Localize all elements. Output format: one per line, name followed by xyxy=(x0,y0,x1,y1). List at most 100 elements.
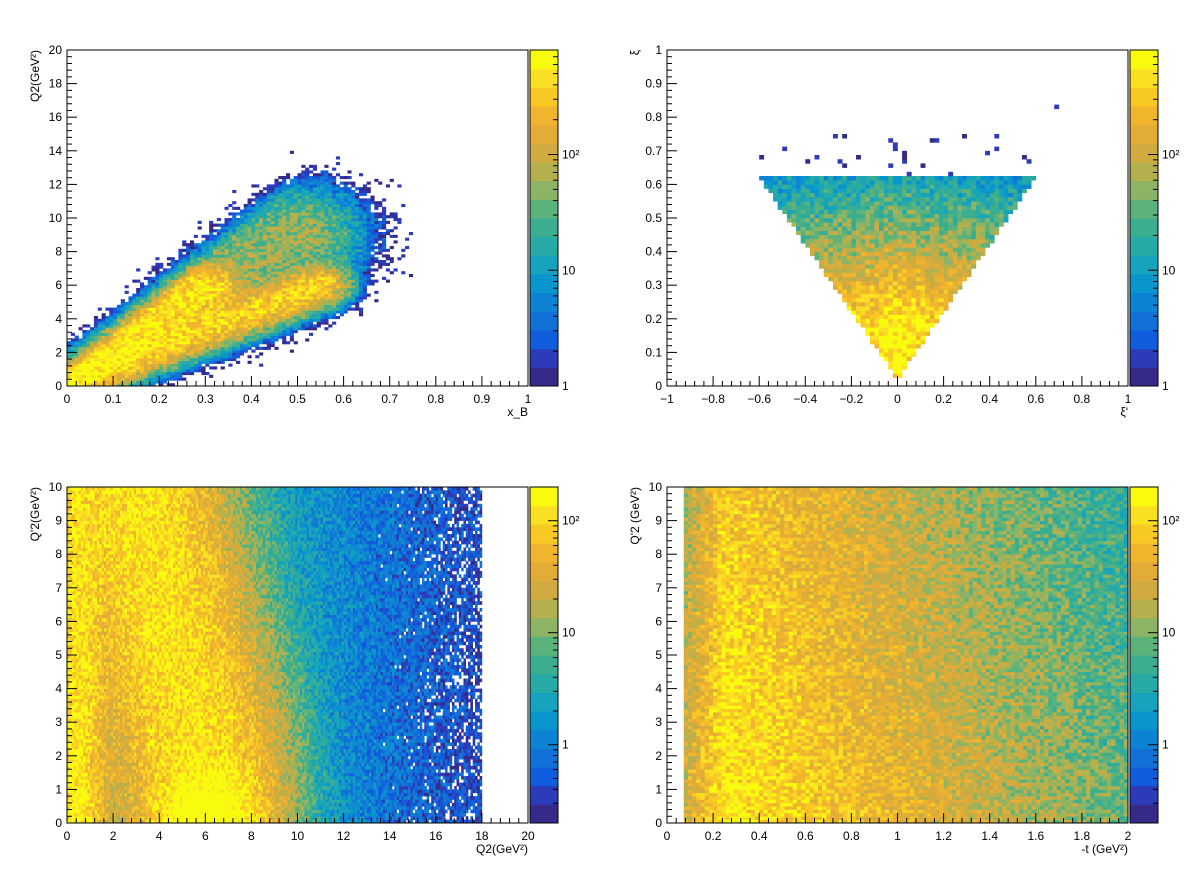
heatmap-cell xyxy=(221,347,225,350)
heatmap-cell xyxy=(121,350,125,353)
heatmap-cell xyxy=(255,327,259,330)
heatmap-cell xyxy=(225,327,229,330)
heatmap-cell xyxy=(205,313,209,316)
heatmap-cell xyxy=(102,347,106,350)
heatmap-cell xyxy=(186,310,190,313)
heatmap-cell xyxy=(213,268,217,271)
heatmap-cell xyxy=(228,341,232,344)
heatmap-cell xyxy=(263,285,267,288)
heatmap-cell xyxy=(282,336,286,339)
heatmap-cell xyxy=(201,243,205,246)
heatmap-cell xyxy=(248,313,252,316)
heatmap-cell xyxy=(175,330,179,333)
heatmap-cell xyxy=(217,291,221,294)
heatmap-cell xyxy=(294,316,298,319)
heatmap-cell xyxy=(317,310,321,313)
heatmap-cell xyxy=(290,201,294,204)
heatmap-cell xyxy=(167,319,171,322)
heatmap-cell xyxy=(144,364,148,367)
heatmap-cell xyxy=(267,260,271,263)
heatmap-cell xyxy=(255,305,259,308)
heatmap-cell xyxy=(321,193,325,196)
heatmap-cell xyxy=(228,226,232,229)
heatmap-cell xyxy=(148,299,152,302)
heatmap-cell xyxy=(294,221,298,224)
heatmap-cell xyxy=(186,243,190,246)
heatmap-cell xyxy=(267,263,271,266)
heatmap-cell xyxy=(317,235,321,238)
heatmap-cell xyxy=(321,198,325,201)
heatmap-cell xyxy=(113,313,117,316)
heatmap-cell xyxy=(94,350,98,353)
heatmap-cell xyxy=(244,310,248,313)
heatmap-cell xyxy=(309,238,313,241)
heatmap-cell xyxy=(317,238,321,241)
heatmap-cell xyxy=(251,246,255,249)
heatmap-cell xyxy=(225,358,229,361)
heatmap-cell xyxy=(201,352,205,355)
heatmap-cell xyxy=(205,274,209,277)
heatmap-cell xyxy=(175,316,179,319)
heatmap-cell xyxy=(278,294,282,297)
heatmap-cell xyxy=(313,232,317,235)
heatmap-cell xyxy=(144,378,148,381)
heatmap-cell xyxy=(274,347,278,350)
heatmap-cell xyxy=(221,333,225,336)
heatmap-cell xyxy=(290,338,294,341)
heatmap-cell xyxy=(109,347,113,350)
heatmap-cell xyxy=(294,268,298,271)
heatmap-cell xyxy=(198,341,202,344)
heatmap-cell xyxy=(267,246,271,249)
heatmap-cell xyxy=(213,274,217,277)
heatmap-cell xyxy=(128,350,132,353)
heatmap-cell xyxy=(90,369,94,372)
heatmap-cell xyxy=(240,263,244,266)
heatmap-cell xyxy=(321,215,325,218)
heatmap-cell xyxy=(201,299,205,302)
heatmap-cell xyxy=(263,302,267,305)
heatmap-cell xyxy=(317,243,321,246)
heatmap-cell xyxy=(244,294,248,297)
heatmap-cell xyxy=(171,324,175,327)
heatmap-cell xyxy=(232,249,236,252)
heatmap-cell xyxy=(267,190,271,193)
heatmap-cell xyxy=(125,338,129,341)
heatmap-cell xyxy=(113,308,117,311)
heatmap-cell xyxy=(155,347,159,350)
heatmap-cell xyxy=(136,296,140,299)
heatmap-cell xyxy=(248,221,252,224)
heatmap-cell xyxy=(178,249,182,252)
heatmap-cell xyxy=(163,341,167,344)
heatmap-cell xyxy=(209,344,213,347)
heatmap-cell xyxy=(317,254,321,257)
heatmap-cell xyxy=(163,285,167,288)
heatmap-cell xyxy=(328,207,332,210)
heatmap-cell xyxy=(232,226,236,229)
heatmap-cell xyxy=(201,302,205,305)
heatmap-cell xyxy=(186,280,190,283)
heatmap-cell xyxy=(136,313,140,316)
heatmap-cell xyxy=(271,313,275,316)
heatmap-cell xyxy=(67,375,71,378)
heatmap-cell xyxy=(271,252,275,255)
heatmap-cell xyxy=(182,254,186,257)
heatmap-cell xyxy=(186,347,190,350)
heatmap-cell xyxy=(294,294,298,297)
heatmap-cell xyxy=(79,347,83,350)
heatmap-cell xyxy=(271,201,275,204)
heatmap-cell xyxy=(305,218,309,221)
heatmap-cell xyxy=(301,170,305,173)
heatmap-cell xyxy=(163,310,167,313)
heatmap-cell xyxy=(109,364,113,367)
heatmap-cell xyxy=(155,299,159,302)
heatmap-cell xyxy=(159,274,163,277)
heatmap-cell xyxy=(274,238,278,241)
heatmap-cell xyxy=(175,271,179,274)
heatmap-cell xyxy=(324,308,328,311)
heatmap-cell xyxy=(313,288,317,291)
heatmap-cell xyxy=(309,224,313,227)
heatmap-cell xyxy=(125,380,129,383)
heatmap-cell xyxy=(244,302,248,305)
heatmap-cell xyxy=(190,310,194,313)
heatmap-cell xyxy=(98,338,102,341)
